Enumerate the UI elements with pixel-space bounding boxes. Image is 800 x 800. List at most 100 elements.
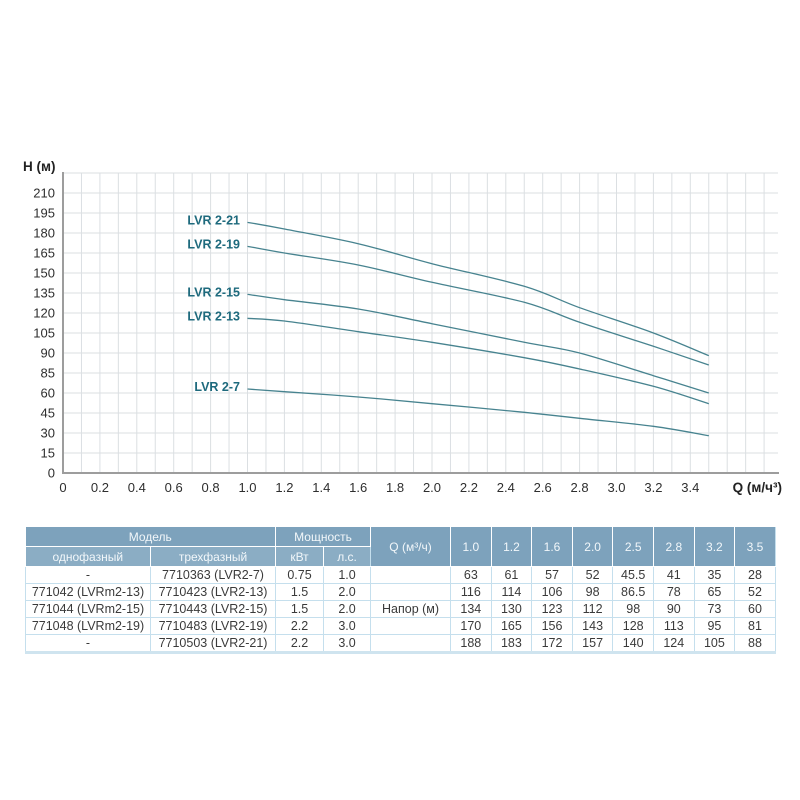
cell-kw: 2.2 (276, 618, 324, 635)
cell-napor (371, 618, 451, 635)
cell-napor: Напор (м) (371, 601, 451, 618)
y-tick-label: 90 (41, 346, 55, 361)
cell-head-value: 45.5 (613, 567, 654, 584)
cell-hp: 3.0 (324, 618, 371, 635)
cell-head-value: 41 (654, 567, 695, 584)
cell-head-value: 130 (491, 601, 532, 618)
cell-single-phase: - (26, 567, 151, 584)
header-flow-1.6: 1.6 (532, 527, 573, 567)
curve-label-LVR-2-7: LVR 2-7 (194, 380, 240, 394)
header-hp: л.с. (324, 547, 371, 567)
cell-head-value: 172 (532, 635, 573, 653)
cell-napor (371, 584, 451, 601)
curve-LVR-2-15 (248, 294, 709, 393)
header-flow-3.2: 3.2 (694, 527, 735, 567)
cell-head-value: 140 (613, 635, 654, 653)
table-row: 771042 (LVRm2-13)7710423 (LVR2-13)1.52.0… (26, 584, 776, 601)
cell-kw: 2.2 (276, 635, 324, 653)
cell-napor (371, 567, 451, 584)
x-tick-label: 1.2 (275, 480, 293, 495)
cell-hp: 2.0 (324, 601, 371, 618)
cell-hp: 1.0 (324, 567, 371, 584)
header-model: Модель (26, 527, 276, 547)
y-tick-label: 105 (33, 326, 55, 341)
cell-single-phase: - (26, 635, 151, 653)
table-body: -7710363 (LVR2-7)0.751.06361575245.54135… (26, 567, 776, 653)
x-tick-label: 0 (59, 480, 66, 495)
cell-head-value: 35 (694, 567, 735, 584)
x-tick-label: 2.8 (571, 480, 589, 495)
cell-head-value: 113 (654, 618, 695, 635)
cell-head-value: 114 (491, 584, 532, 601)
curve-LVR-2-7 (248, 389, 709, 436)
x-tick-label: 2.4 (497, 480, 515, 495)
cell-head-value: 57 (532, 567, 573, 584)
cell-kw: 1.5 (276, 601, 324, 618)
cell-head-value: 165 (491, 618, 532, 635)
table-row: 771048 (LVRm2-19)7710483 (LVR2-19)2.23.0… (26, 618, 776, 635)
y-tick-label: 0 (48, 466, 55, 481)
cell-head-value: 88 (735, 635, 776, 653)
cell-head-value: 81 (735, 618, 776, 635)
x-tick-label: 0.4 (128, 480, 146, 495)
x-tick-label: 3.0 (607, 480, 625, 495)
header-flow-1.0: 1.0 (451, 527, 492, 567)
cell-head-value: 61 (491, 567, 532, 584)
header-flow-1.2: 1.2 (491, 527, 532, 567)
y-tick-label: 15 (41, 446, 55, 461)
cell-head-value: 116 (451, 584, 492, 601)
cell-head-value: 98 (572, 584, 613, 601)
y-tick-label: 120 (33, 306, 55, 321)
x-tick-label: 1.4 (312, 480, 330, 495)
cell-head-value: 98 (613, 601, 654, 618)
header-flow-2.8: 2.8 (654, 527, 695, 567)
x-tick-label: 3.2 (644, 480, 662, 495)
pump-performance-chart: 210195180165150135120105908560453015000.… (0, 0, 800, 800)
cell-head-value: 123 (532, 601, 573, 618)
x-tick-label: 2.0 (423, 480, 441, 495)
cell-head-value: 105 (694, 635, 735, 653)
cell-head-value: 112 (572, 601, 613, 618)
cell-head-value: 183 (491, 635, 532, 653)
y-tick-label: 30 (41, 426, 55, 441)
header-flow-2.5: 2.5 (613, 527, 654, 567)
table-row: -7710503 (LVR2-21)2.23.01881831721571401… (26, 635, 776, 653)
cell-kw: 0.75 (276, 567, 324, 584)
cell-head-value: 52 (735, 584, 776, 601)
cell-head-value: 52 (572, 567, 613, 584)
cell-single-phase: 771044 (LVRm2-15) (26, 601, 151, 618)
x-tick-label: 0.2 (91, 480, 109, 495)
y-tick-label: 180 (33, 226, 55, 241)
header-three-phase: трехфазный (151, 547, 276, 567)
x-tick-label: 0.8 (202, 480, 220, 495)
pump-datasheet-page: 210195180165150135120105908560453015000.… (0, 0, 800, 800)
cell-three-phase: 7710443 (LVR2-15) (151, 601, 276, 618)
x-tick-label: 1.8 (386, 480, 404, 495)
cell-head-value: 188 (451, 635, 492, 653)
y-tick-label: 135 (33, 286, 55, 301)
x-tick-label: 2.2 (460, 480, 478, 495)
table-row: 771044 (LVRm2-15)7710443 (LVR2-15)1.52.0… (26, 601, 776, 618)
cell-kw: 1.5 (276, 584, 324, 601)
cell-three-phase: 7710363 (LVR2-7) (151, 567, 276, 584)
table-row: -7710363 (LVR2-7)0.751.06361575245.54135… (26, 567, 776, 584)
curve-label-LVR-2-15: LVR 2-15 (187, 285, 240, 299)
cell-three-phase: 7710483 (LVR2-19) (151, 618, 276, 635)
y-tick-label: 85 (41, 366, 55, 381)
cell-single-phase: 771042 (LVRm2-13) (26, 584, 151, 601)
y-tick-label: 150 (33, 266, 55, 281)
header-single-phase: однофазный (26, 547, 151, 567)
curve-label-LVR-2-21: LVR 2-21 (187, 213, 240, 227)
curve-label-LVR-2-19: LVR 2-19 (187, 237, 240, 251)
cell-three-phase: 7710503 (LVR2-21) (151, 635, 276, 653)
header-flow-2.0: 2.0 (572, 527, 613, 567)
header-q-unit: Q (м³/ч) (371, 527, 451, 567)
header-flow-3.5: 3.5 (735, 527, 776, 567)
cell-hp: 2.0 (324, 584, 371, 601)
x-tick-label: 1.6 (349, 480, 367, 495)
header-power: Мощность (276, 527, 371, 547)
cell-head-value: 157 (572, 635, 613, 653)
cell-three-phase: 7710423 (LVR2-13) (151, 584, 276, 601)
cell-head-value: 60 (735, 601, 776, 618)
y-tick-label: 60 (41, 386, 55, 401)
